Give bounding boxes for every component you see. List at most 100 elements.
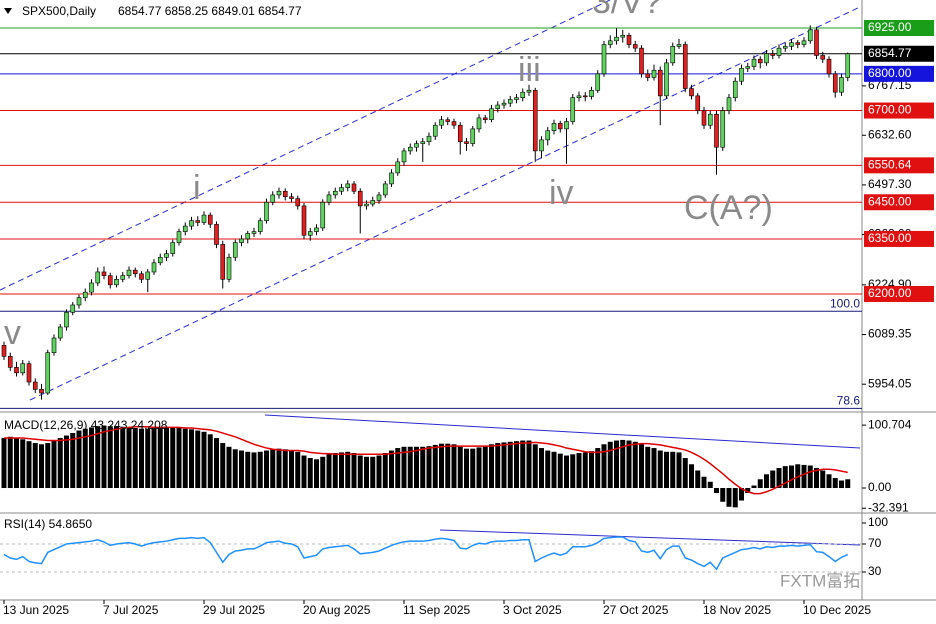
symbol-icon (4, 8, 12, 14)
candle-body (464, 141, 469, 144)
candle-body (682, 44, 688, 89)
candle-body (739, 68, 744, 82)
candle-body (620, 35, 626, 38)
level-label: 6800.00 (868, 66, 912, 80)
candle-body (557, 123, 563, 130)
candle-body (107, 275, 113, 286)
candle-body (376, 194, 382, 201)
level-box (864, 102, 934, 119)
macd-bar (832, 478, 838, 489)
macd-bar (714, 488, 719, 494)
macd-bar (457, 446, 463, 489)
macd-bar (20, 439, 26, 489)
macd-bar (270, 449, 276, 489)
macd-bar (570, 454, 576, 489)
macd-bar (289, 450, 294, 489)
x-tick-label: 3 Oct 2025 (503, 603, 562, 617)
candle-body (632, 44, 638, 49)
candle-body (657, 69, 663, 97)
candle-body (445, 119, 451, 122)
macd-bar (620, 439, 626, 489)
macd-bar (389, 450, 394, 489)
candle-body (89, 282, 94, 293)
level-label: 6350.00 (868, 231, 912, 245)
candle-body (382, 183, 388, 196)
macd-bar (251, 452, 257, 489)
candle-body (526, 90, 532, 93)
candle-body (639, 47, 644, 75)
candle-body (482, 117, 488, 121)
macd-bar (626, 440, 632, 489)
x-tick-label: 13 Jun 2025 (3, 603, 69, 617)
macd-bar (214, 438, 219, 489)
macd-bar (45, 443, 51, 489)
macd-bar (814, 468, 819, 489)
macd-bar (564, 455, 569, 489)
candle-body (45, 352, 51, 394)
macd-bar (414, 446, 419, 489)
macd-bar (489, 444, 494, 489)
macd-bar (7, 436, 13, 489)
macd-bar (707, 481, 713, 489)
macd-bar (470, 448, 476, 489)
channel-upper (0, 0, 611, 291)
macd-bar (145, 428, 151, 489)
macd-bar (657, 450, 663, 489)
candle-body (70, 304, 76, 313)
macd-bar (826, 474, 832, 489)
candle-body (276, 190, 282, 196)
candle-body (64, 312, 69, 328)
ohlc: 6854.77 6858.25 6849.01 6854.77 (118, 4, 302, 18)
macd-bar (770, 470, 776, 489)
candle-body (451, 121, 457, 126)
candle-body (332, 190, 338, 196)
y-tick-label: 6089.35 (868, 327, 912, 341)
candle-body (701, 110, 707, 126)
macd-bar (526, 440, 532, 489)
candle-body (164, 253, 169, 258)
candle-body (251, 231, 257, 234)
macd-bar (782, 466, 788, 489)
candle-body (20, 363, 26, 374)
level-box (864, 285, 934, 302)
candle-body (214, 223, 219, 245)
candle-body (539, 139, 544, 152)
candle-body (39, 389, 44, 394)
candle-body (301, 205, 307, 236)
macd-bar (801, 464, 807, 489)
candle-body (520, 91, 526, 98)
macd-bar (357, 455, 363, 489)
x-tick-label: 29 Jul 2025 (203, 603, 265, 617)
candle-body (426, 135, 432, 143)
candle-body (7, 356, 13, 368)
macd-bar (501, 442, 507, 489)
macd-bar (401, 446, 407, 489)
candle-body (189, 220, 194, 227)
macd-bar (39, 444, 44, 489)
macd-bar (326, 454, 332, 489)
macd-bar (820, 470, 826, 489)
candle-body (770, 53, 776, 56)
macd-bar (482, 446, 488, 489)
candle-body (407, 146, 413, 152)
macd-bar (95, 426, 101, 489)
candle-body (832, 73, 838, 93)
candle-body (1, 345, 7, 357)
macd-bar (551, 451, 557, 489)
macd-bar (507, 441, 513, 489)
candle-body (601, 44, 607, 75)
candle-body (245, 233, 251, 240)
y-tick-label: 70 (868, 536, 882, 550)
level-label: 6700.00 (868, 103, 912, 117)
watermark: FXTM富拓 (780, 571, 860, 590)
macd-bar (82, 428, 88, 489)
macd-bar (420, 446, 426, 489)
candle-body (726, 97, 732, 111)
macd-bar (351, 453, 357, 489)
macd-bar (339, 452, 344, 489)
level-label: 6550.64 (868, 158, 912, 172)
macd-bar (320, 456, 326, 489)
macd-bar (151, 428, 157, 489)
x-tick-label: 7 Jul 2025 (103, 603, 159, 617)
